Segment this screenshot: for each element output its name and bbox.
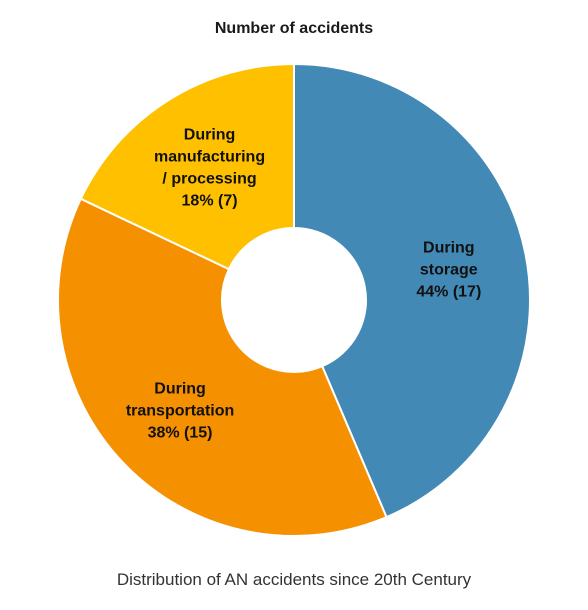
slice-label-line: storage (420, 261, 478, 278)
slice-label-line: transportation (126, 402, 234, 419)
slice-label-line: 38% (15) (148, 424, 213, 441)
slice-label-line: / processing (162, 170, 256, 187)
donut-chart: During storage 44% (17) During transportatio… (57, 62, 531, 537)
pie-slice-0 (293, 62, 531, 519)
slice-label-line: 18% (7) (182, 192, 238, 209)
slice-label-line: During (423, 239, 475, 256)
slice-label-line: manufacturing (154, 148, 265, 165)
slice-label-2: During manufacturing / processing 18% (7) (154, 126, 265, 209)
slice-label-0: During storage 44% (17) (416, 239, 481, 300)
pie-slice-2 (79, 62, 295, 271)
slice-label-line: During (154, 380, 206, 397)
pie-slice-1 (57, 197, 388, 537)
slice-label-line: 44% (17) (416, 283, 481, 300)
slice-label-line: During (184, 126, 236, 143)
figure-caption: Distribution of AN accidents since 20th … (116, 570, 472, 589)
slice-label-1: During transportation 38% (15) (126, 380, 234, 441)
chart-title: Number of accidents (214, 20, 374, 37)
